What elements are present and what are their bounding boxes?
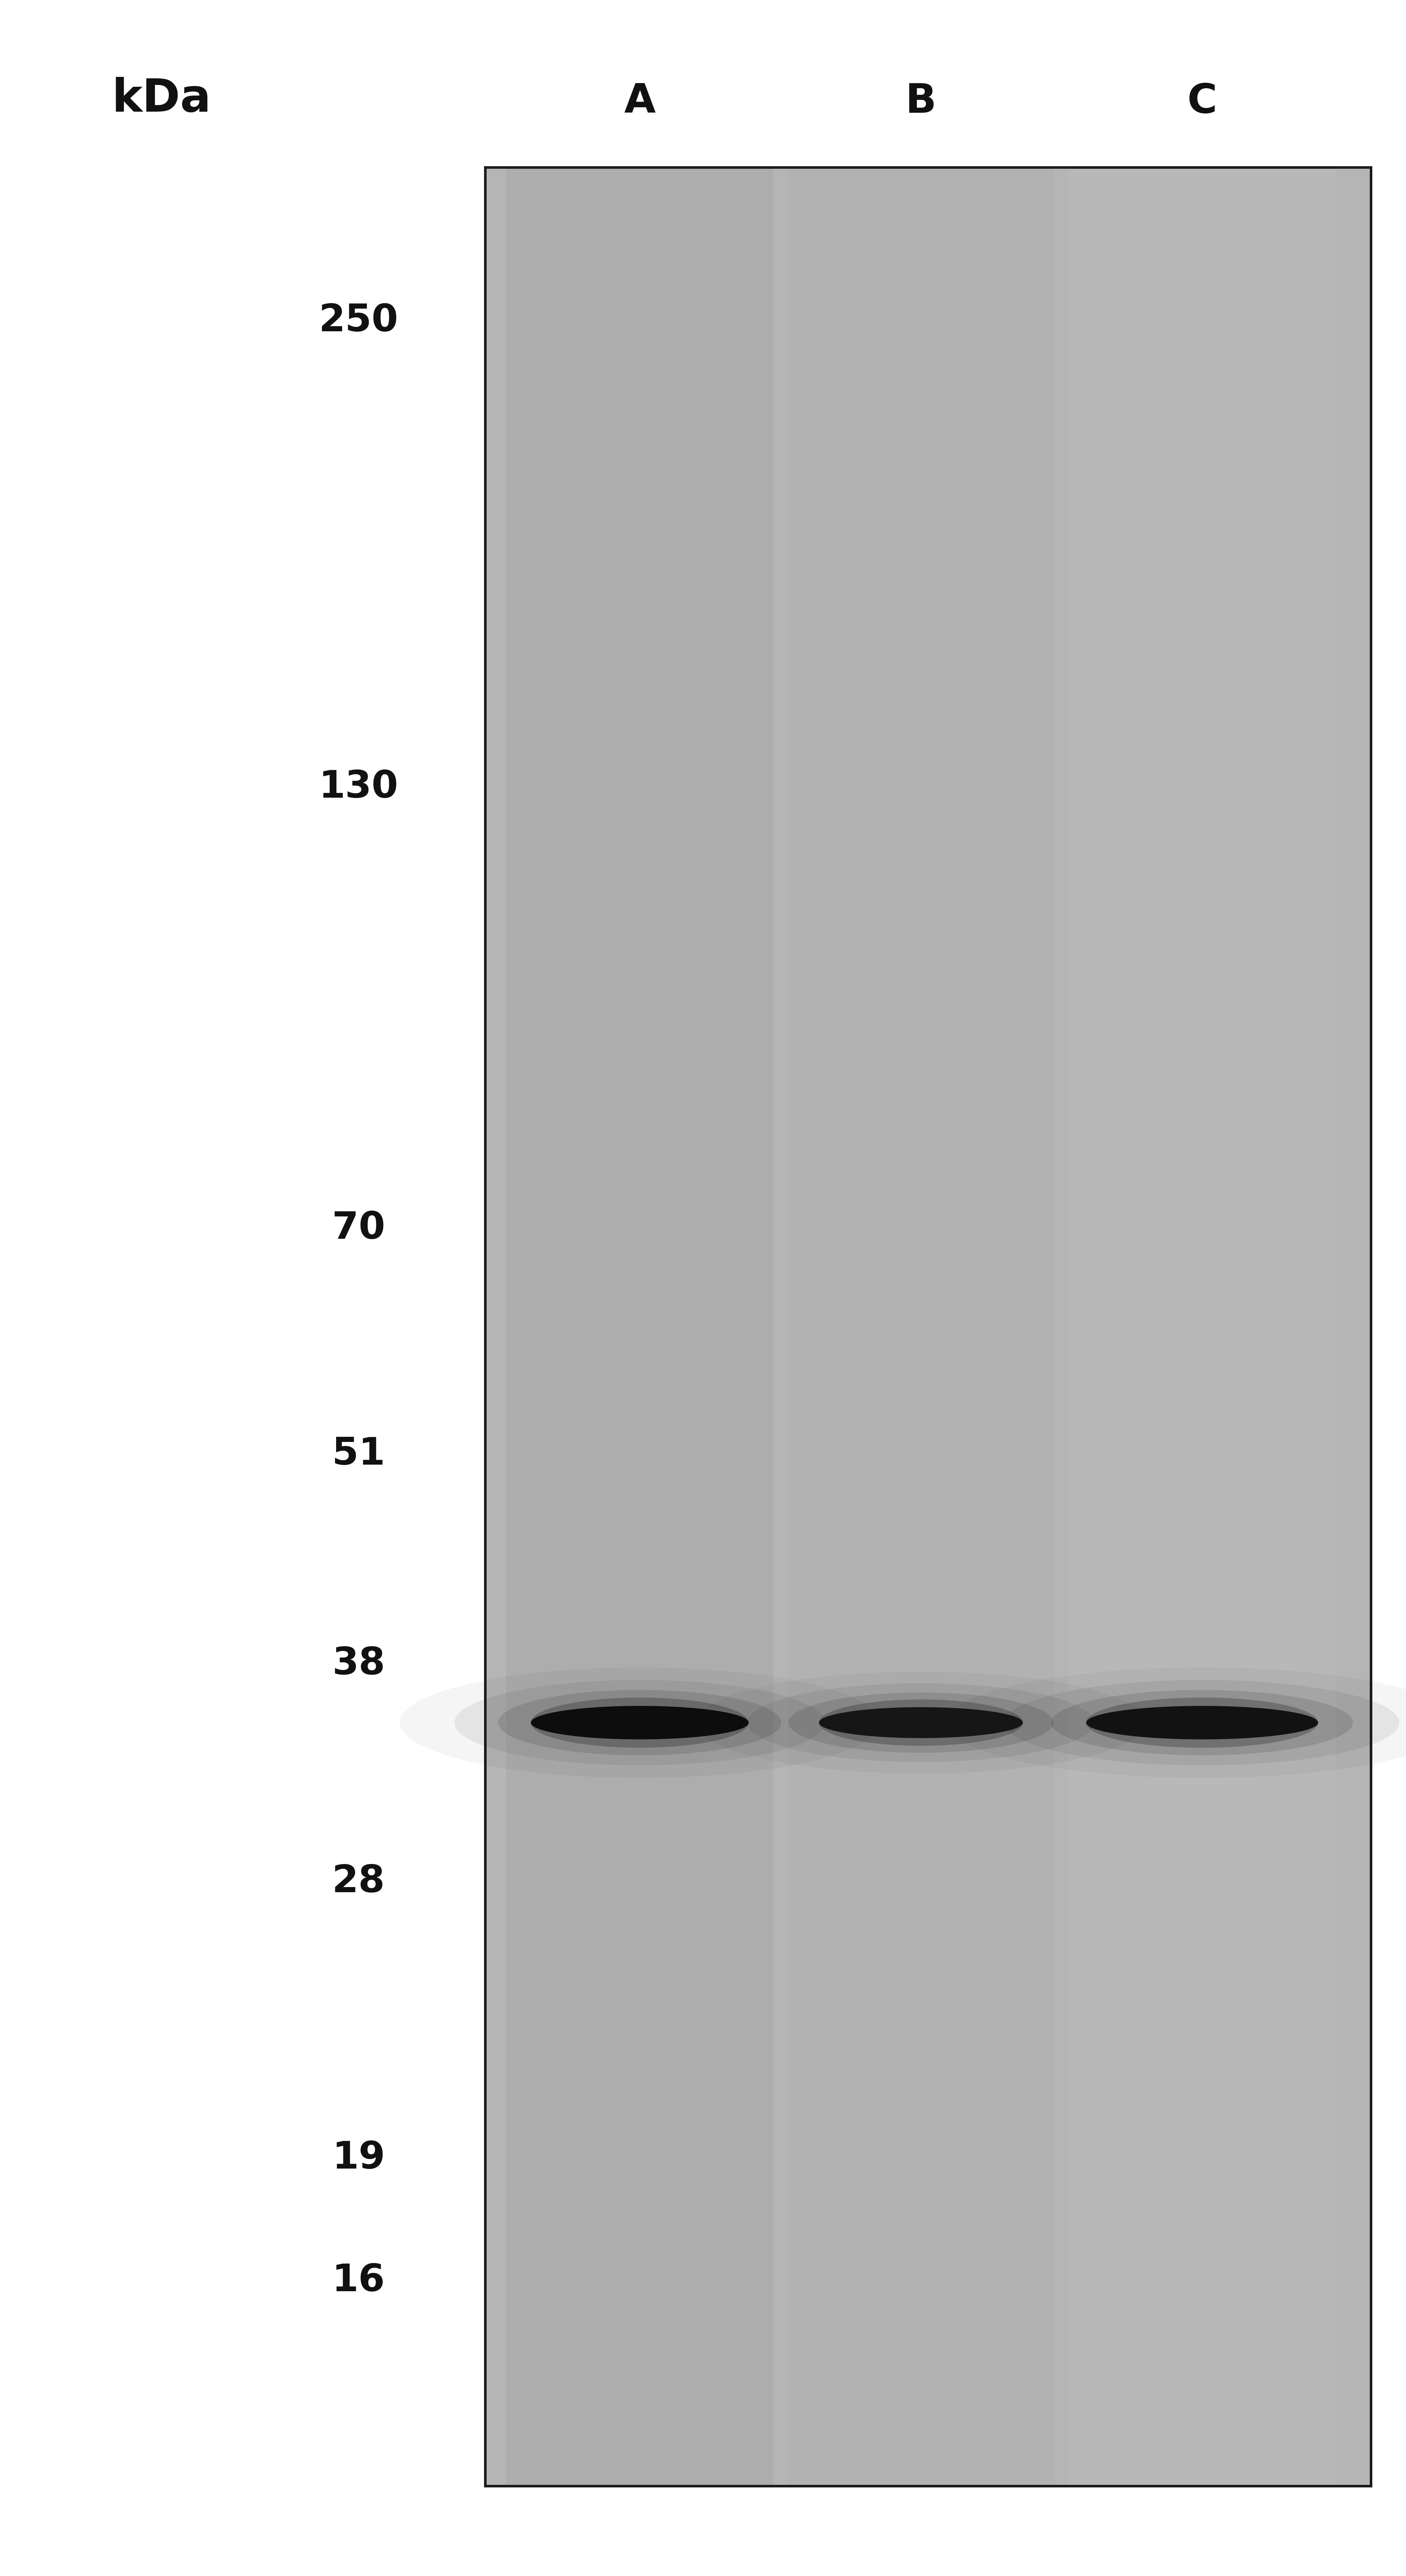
Text: A: A	[624, 82, 655, 121]
Text: B: B	[905, 82, 936, 121]
Ellipse shape	[530, 1705, 749, 1739]
Bar	[485, 167, 1371, 2486]
Text: C: C	[1187, 82, 1218, 121]
Ellipse shape	[530, 1698, 749, 1747]
Bar	[787, 167, 1054, 2486]
Ellipse shape	[498, 1690, 782, 1754]
Bar	[1069, 167, 1336, 2486]
Text: 250: 250	[319, 301, 398, 340]
Ellipse shape	[1085, 1698, 1319, 1747]
Ellipse shape	[1085, 1705, 1319, 1739]
Text: 19: 19	[332, 2141, 385, 2177]
Text: 70: 70	[332, 1211, 385, 1247]
Text: 38: 38	[332, 1646, 385, 1682]
Ellipse shape	[454, 1680, 825, 1765]
Ellipse shape	[1005, 1680, 1399, 1765]
Text: 51: 51	[332, 1435, 385, 1473]
Ellipse shape	[818, 1708, 1024, 1739]
Ellipse shape	[789, 1692, 1053, 1752]
Text: 16: 16	[332, 2262, 385, 2300]
Text: 28: 28	[332, 1862, 385, 1901]
Bar	[485, 167, 1371, 2486]
Text: 130: 130	[319, 768, 398, 806]
Ellipse shape	[818, 1700, 1024, 1747]
Ellipse shape	[748, 1682, 1094, 1762]
Bar	[506, 167, 773, 2486]
Ellipse shape	[1052, 1690, 1353, 1754]
Text: kDa: kDa	[112, 77, 211, 121]
